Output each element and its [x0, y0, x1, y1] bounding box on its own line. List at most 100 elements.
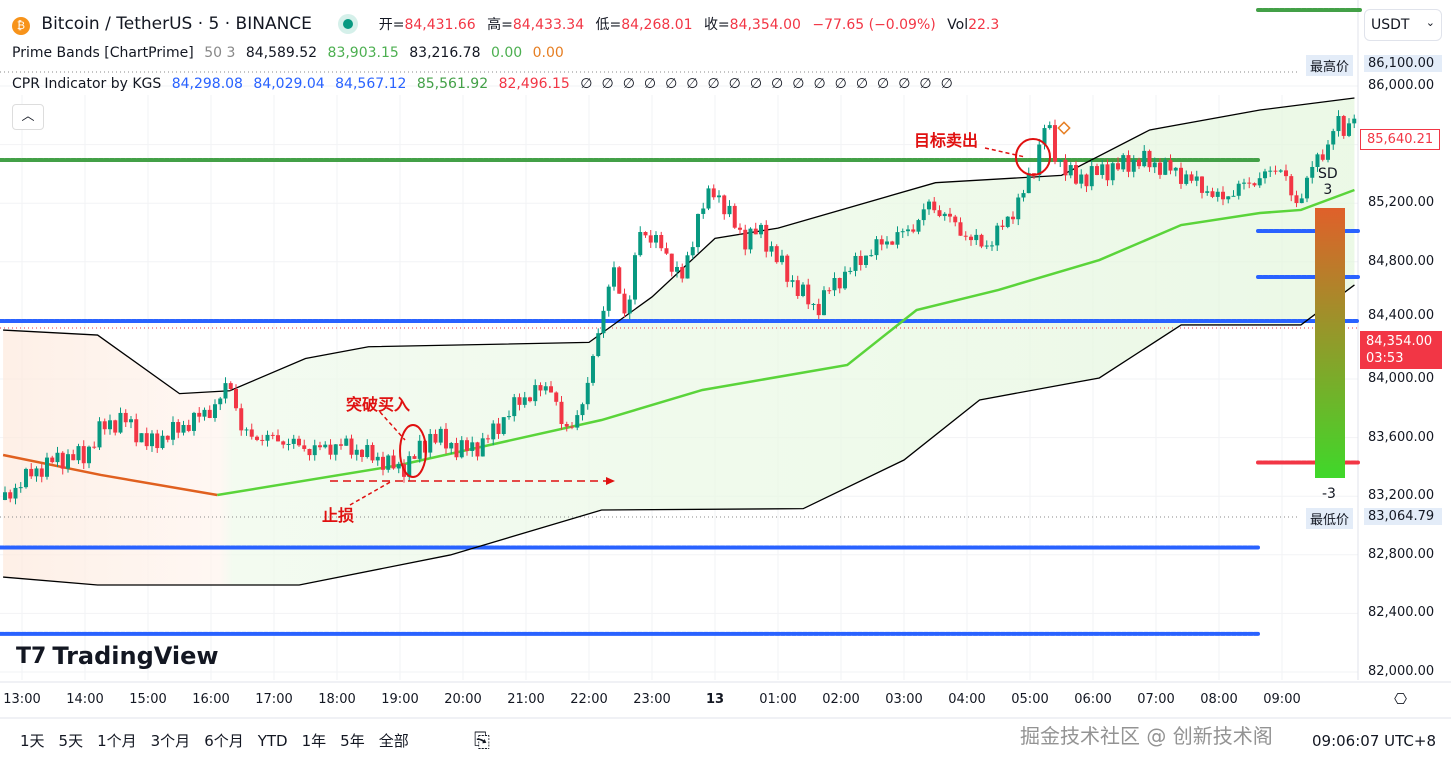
candle: [1068, 165, 1073, 176]
candle: [1126, 155, 1131, 172]
candle: [1052, 125, 1057, 162]
range-button[interactable]: YTD: [257, 731, 288, 750]
prime-bands-legend[interactable]: Prime Bands [ChartPrime] 50 3 84,589.52 …: [12, 45, 564, 61]
range-button[interactable]: 1年: [301, 732, 327, 750]
range-button[interactable]: 6个月: [204, 732, 244, 750]
candle: [533, 385, 538, 402]
candle: [60, 452, 65, 469]
candle: [454, 442, 459, 458]
candle: [522, 397, 527, 405]
candle: [176, 422, 181, 433]
candle: [1278, 170, 1283, 172]
candle: [995, 225, 1000, 246]
time-tick: 04:00: [948, 692, 986, 707]
candle: [438, 428, 443, 443]
candle: [506, 416, 511, 418]
candle: [979, 234, 984, 247]
candle: [743, 229, 748, 250]
candle: [632, 255, 637, 300]
candle: [1262, 171, 1267, 179]
candle: [160, 435, 165, 449]
candle: [501, 417, 506, 434]
candle: [1184, 174, 1189, 184]
candle: [517, 397, 522, 405]
chevron-up-icon: ︿: [21, 109, 35, 124]
candle: [128, 419, 133, 423]
candle: [244, 429, 249, 431]
cpr-legend[interactable]: CPR Indicator by KGS 84,298.08 84,029.04…: [12, 76, 962, 92]
range-button[interactable]: 5年: [340, 732, 365, 750]
currency-select[interactable]: USDT ⌄: [1364, 9, 1442, 41]
candle: [270, 434, 275, 436]
candle: [958, 222, 963, 236]
candle: [580, 404, 585, 416]
candle: [23, 468, 28, 488]
candle: [606, 286, 611, 311]
symbol-title[interactable]: Bitcoin / TetherUS · 5 · BINANCE: [41, 14, 312, 34]
candle: [186, 424, 191, 431]
collapse-legend-button[interactable]: ︿: [12, 104, 44, 130]
candle: [1110, 163, 1115, 181]
stop-arrowhead: [606, 477, 615, 485]
candle: [338, 444, 343, 446]
candle: [1325, 144, 1330, 160]
candle: [722, 195, 727, 215]
candle: [601, 310, 606, 334]
range-button[interactable]: 1天: [20, 732, 45, 750]
signal-diamond-icon: [1057, 121, 1071, 135]
candle: [254, 436, 259, 440]
candle: [884, 241, 889, 245]
candle: [984, 245, 989, 247]
candle: [44, 457, 49, 477]
range-button[interactable]: 5天: [58, 732, 84, 750]
sd-top-label: SD 3: [1318, 166, 1338, 198]
candle: [202, 409, 207, 417]
candle: [354, 449, 359, 455]
candle: [1168, 160, 1173, 171]
candle: [191, 412, 196, 431]
candle: [407, 456, 412, 477]
price-tick: 83,600.00: [1368, 429, 1435, 445]
candle: [1299, 198, 1304, 204]
candle: [874, 239, 879, 256]
candle: [853, 255, 858, 271]
candle: [1247, 182, 1252, 184]
candle: [764, 224, 769, 252]
candle: [858, 255, 863, 265]
range-button[interactable]: 1个月: [97, 732, 137, 750]
time-tick: 02:00: [822, 692, 860, 707]
candle: [538, 385, 543, 391]
candle: [123, 412, 128, 423]
candle: [648, 235, 653, 243]
range-button[interactable]: 全部: [378, 732, 409, 750]
price-tick: 82,000.00: [1368, 664, 1435, 679]
settings-icon[interactable]: ⎔: [1394, 690, 1408, 708]
candle: [1089, 166, 1094, 187]
candle: [365, 444, 370, 457]
low-label: 最低价: [1306, 508, 1354, 529]
date-range-icon[interactable]: ⎘: [474, 728, 490, 752]
clock[interactable]: 09:06:07 UTC+8: [1312, 732, 1436, 750]
candle: [879, 239, 884, 245]
candle: [842, 271, 847, 289]
candle: [1289, 176, 1294, 196]
candle: [827, 290, 832, 292]
candle: [92, 446, 97, 448]
candle: [1346, 123, 1351, 136]
time-tick: 09:00: [1263, 692, 1301, 707]
candle: [1352, 118, 1357, 124]
candle: [1220, 191, 1225, 200]
candle: [848, 270, 853, 272]
candle: [55, 452, 60, 463]
candle: [323, 444, 328, 448]
candle: [107, 420, 112, 430]
candle: [233, 388, 238, 409]
candle: [1273, 170, 1278, 172]
time-tick: 14:00: [66, 692, 104, 707]
candle: [527, 397, 532, 402]
range-button[interactable]: 3个月: [150, 732, 191, 750]
candle: [1205, 191, 1210, 193]
candle: [548, 386, 553, 393]
candle: [674, 266, 679, 272]
